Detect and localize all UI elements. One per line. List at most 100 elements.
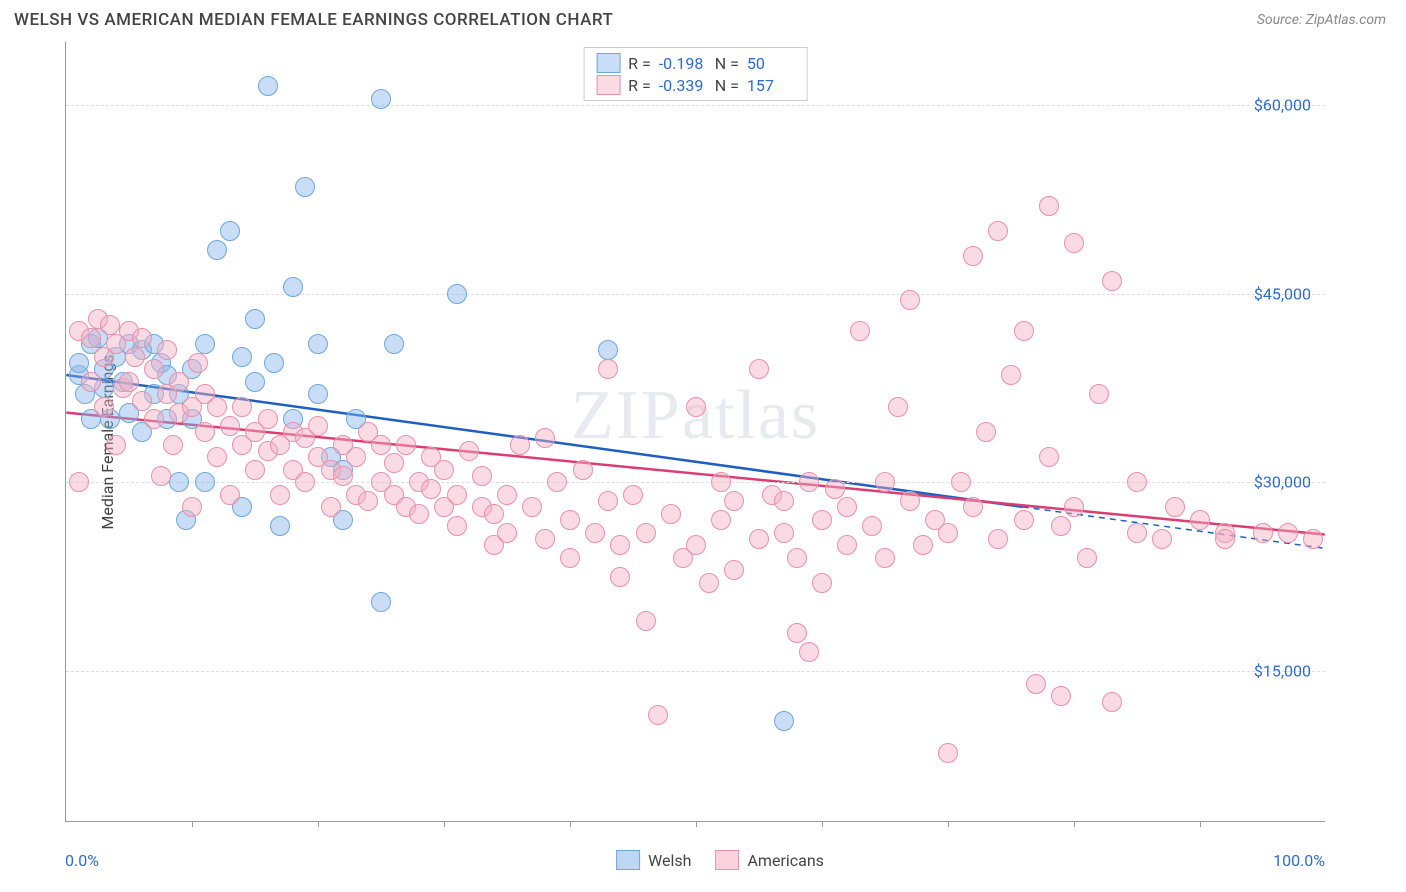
scatter-point <box>825 479 845 499</box>
scatter-point <box>258 409 278 429</box>
scatter-point <box>1051 686 1071 706</box>
scatter-point <box>169 372 189 392</box>
scatter-point <box>371 89 391 109</box>
scatter-point <box>1064 233 1084 253</box>
scatter-point <box>1026 674 1046 694</box>
scatter-point <box>169 472 189 492</box>
series-legend-item: Welsh <box>616 850 691 870</box>
scatter-point <box>837 497 857 517</box>
scatter-point <box>610 567 630 587</box>
scatter-point <box>938 523 958 543</box>
legend-r-value: -0.339 <box>659 76 707 95</box>
scatter-point <box>900 290 920 310</box>
y-tick-label: $30,000 <box>1254 473 1311 492</box>
scatter-point <box>787 623 807 643</box>
plot-area: ZIPatlas R =-0.198N =50R =-0.339N =157 $… <box>65 42 1325 822</box>
scatter-point <box>913 535 933 555</box>
scatter-point <box>598 359 618 379</box>
gridline <box>66 105 1325 106</box>
x-tick <box>822 821 823 827</box>
scatter-point <box>774 491 794 511</box>
series-legend-label: Americans <box>747 851 823 870</box>
x-tick <box>570 821 571 827</box>
scatter-point <box>1190 510 1210 530</box>
scatter-point <box>207 240 227 260</box>
scatter-point <box>724 560 744 580</box>
scatter-point <box>1303 529 1323 549</box>
scatter-point <box>1152 529 1172 549</box>
scatter-point <box>1001 365 1021 385</box>
scatter-point <box>988 221 1008 241</box>
legend-swatch <box>616 850 640 870</box>
scatter-point <box>560 548 580 568</box>
scatter-point <box>396 435 416 455</box>
scatter-point <box>686 397 706 417</box>
scatter-point <box>799 642 819 662</box>
scatter-point <box>144 409 164 429</box>
scatter-point <box>69 353 89 373</box>
scatter-point <box>132 391 152 411</box>
scatter-point <box>535 428 555 448</box>
scatter-point <box>308 384 328 404</box>
scatter-point <box>774 523 794 543</box>
y-tick-label: $15,000 <box>1254 662 1311 681</box>
scatter-point <box>963 246 983 266</box>
scatter-point <box>264 353 284 373</box>
scatter-point <box>151 466 171 486</box>
scatter-point <box>598 491 618 511</box>
scatter-point <box>308 416 328 436</box>
scatter-point <box>459 441 479 461</box>
scatter-point <box>497 523 517 543</box>
scatter-point <box>245 309 265 329</box>
scatter-point <box>774 711 794 731</box>
scatter-point <box>157 340 177 360</box>
scatter-point <box>749 359 769 379</box>
scatter-point <box>510 435 530 455</box>
scatter-point <box>308 334 328 354</box>
scatter-point <box>799 472 819 492</box>
scatter-point <box>100 315 120 335</box>
scatter-point <box>1127 472 1147 492</box>
scatter-point <box>163 435 183 455</box>
correlation-legend: R =-0.198N =50R =-0.339N =157 <box>583 47 808 101</box>
scatter-point <box>497 485 517 505</box>
scatter-point <box>812 510 832 530</box>
scatter-point <box>321 497 341 517</box>
scatter-point <box>711 472 731 492</box>
x-axis-min-label: 0.0% <box>65 851 99 870</box>
scatter-point <box>1127 523 1147 543</box>
legend-r-value: -0.198 <box>659 54 707 73</box>
scatter-point <box>661 504 681 524</box>
scatter-point <box>106 435 126 455</box>
scatter-point <box>333 466 353 486</box>
scatter-point <box>547 472 567 492</box>
scatter-point <box>270 516 290 536</box>
scatter-point <box>573 460 593 480</box>
scatter-point <box>220 221 240 241</box>
x-axis-max-label: 100.0% <box>1273 851 1325 870</box>
scatter-point <box>132 328 152 348</box>
legend-n-label: N = <box>715 76 739 95</box>
scatter-point <box>81 372 101 392</box>
scatter-point <box>598 340 618 360</box>
legend-n-label: N = <box>715 54 739 73</box>
chart-container: Median Female Earnings ZIPatlas R =-0.19… <box>50 42 1390 842</box>
scatter-point <box>295 472 315 492</box>
x-tick <box>1074 821 1075 827</box>
scatter-point <box>585 523 605 543</box>
scatter-point <box>1278 523 1298 543</box>
legend-swatch <box>715 850 739 870</box>
scatter-point <box>434 460 454 480</box>
scatter-point <box>837 535 857 555</box>
chart-title: WELSH VS AMERICAN MEDIAN FEMALE EARNINGS… <box>14 10 613 30</box>
scatter-point <box>484 504 504 524</box>
scatter-point <box>686 535 706 555</box>
legend-r-label: R = <box>628 76 651 95</box>
scatter-point <box>724 491 744 511</box>
scatter-point <box>963 497 983 517</box>
scatter-point <box>195 334 215 354</box>
scatter-point <box>182 497 202 517</box>
legend-swatch <box>596 53 620 73</box>
scatter-point <box>1064 497 1084 517</box>
scatter-point <box>1089 384 1109 404</box>
